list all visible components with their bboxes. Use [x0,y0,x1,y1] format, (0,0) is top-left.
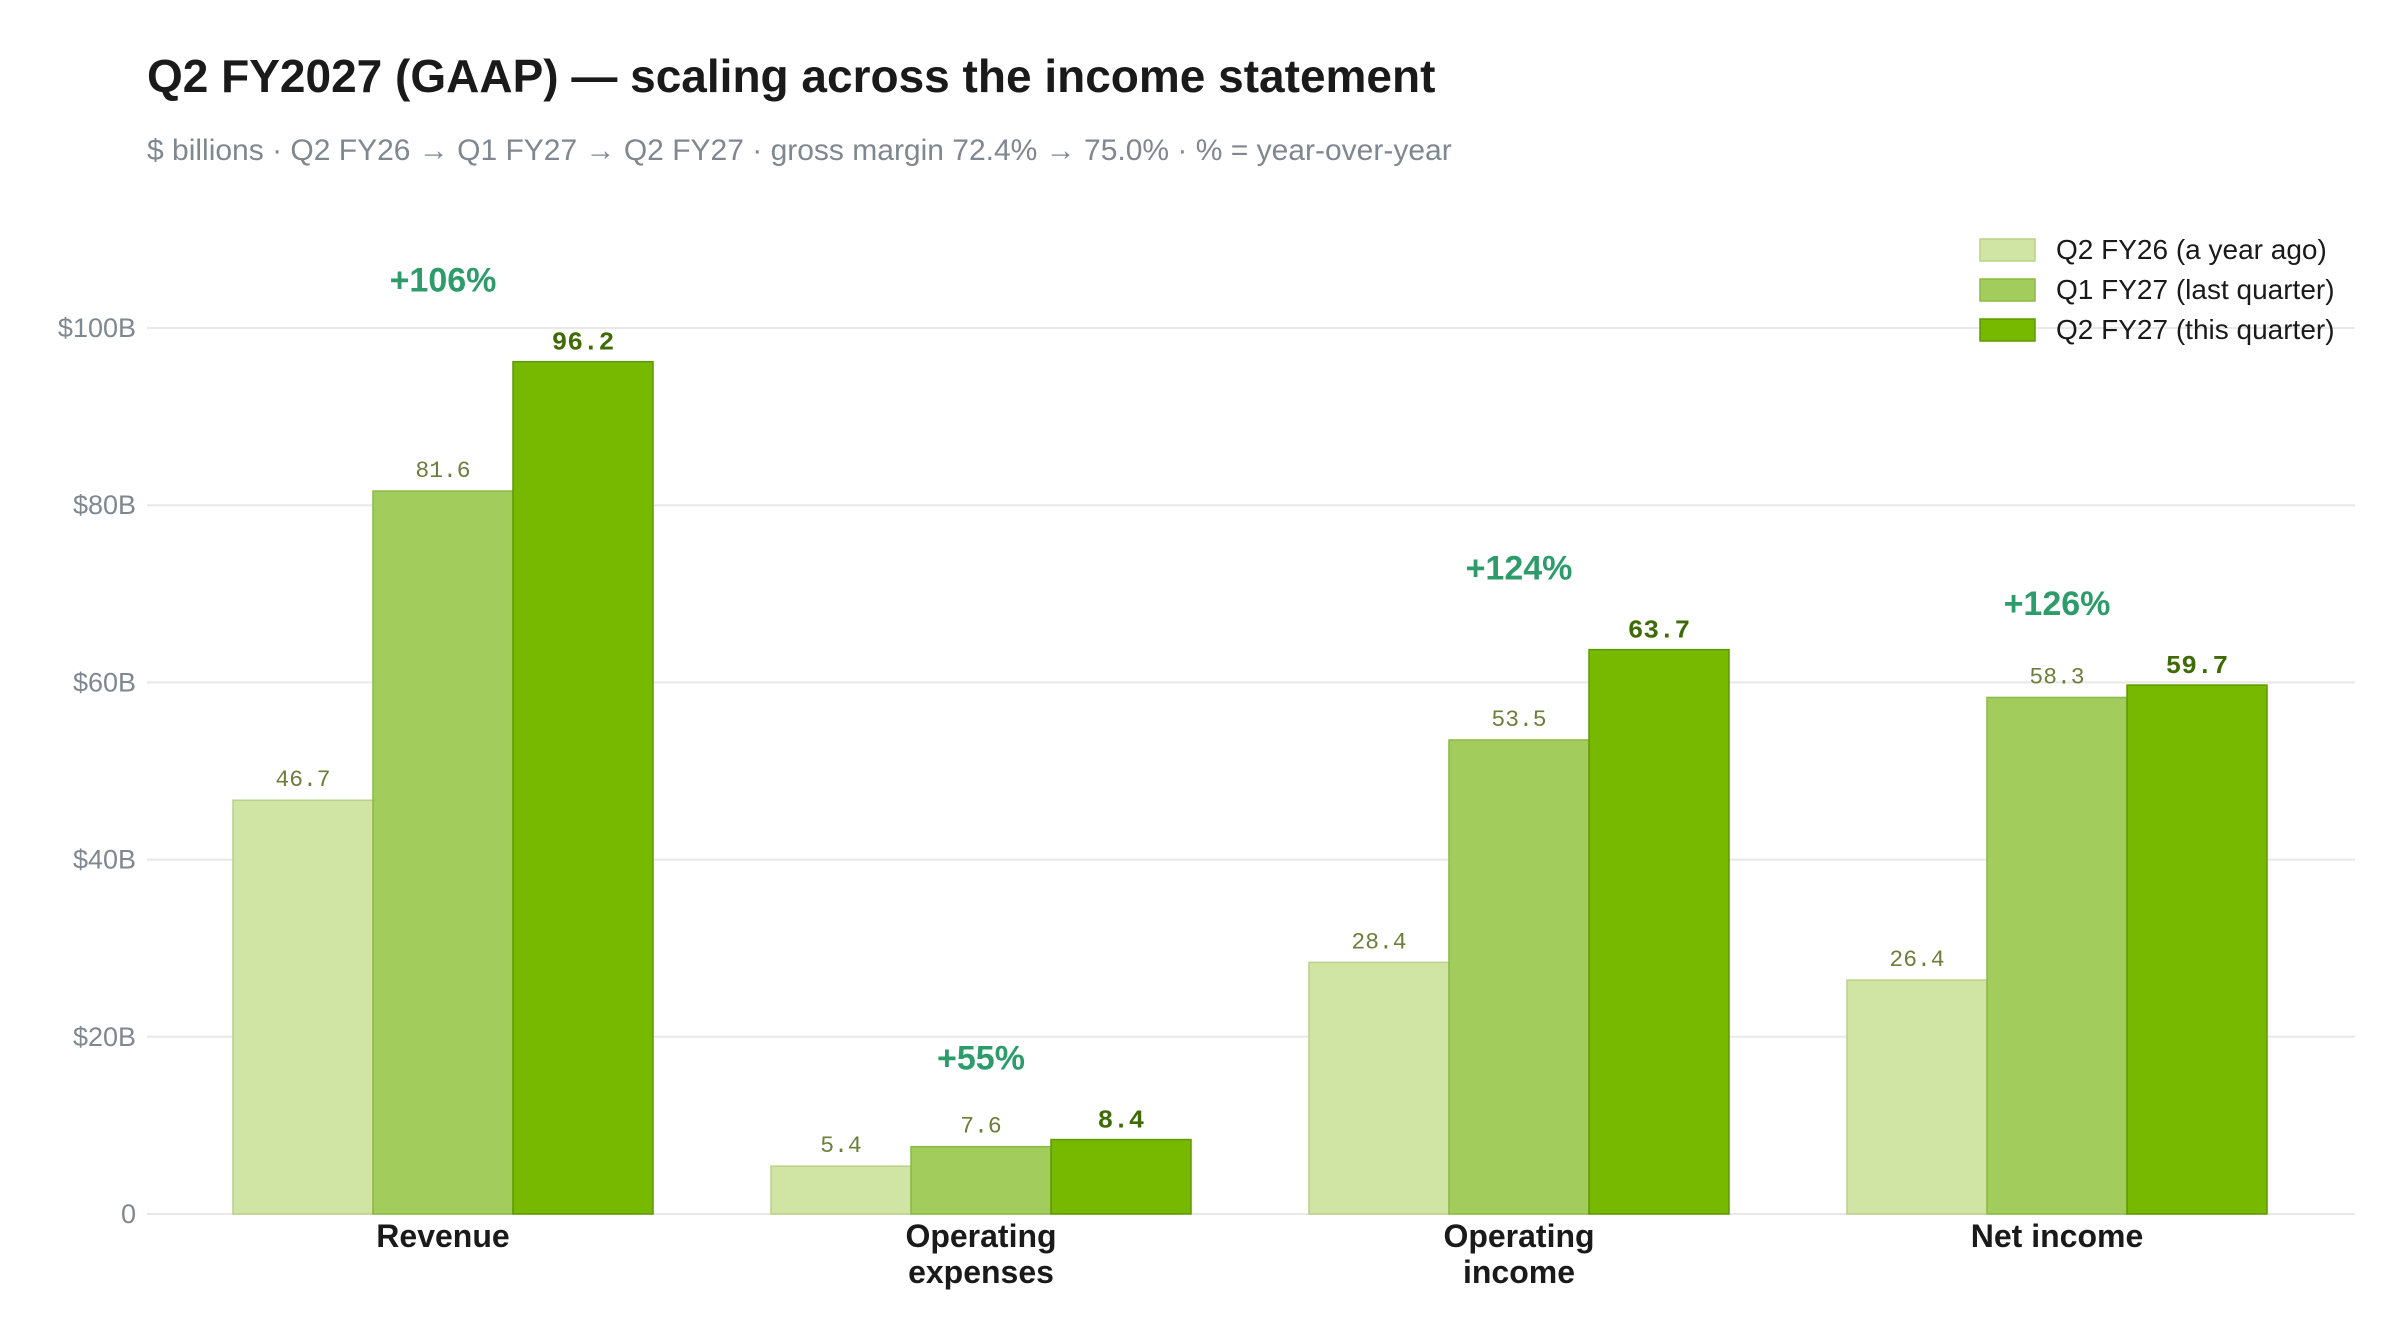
x-category-label-line: Operating [1443,1218,1594,1254]
yoy-label: +55% [937,1040,1025,1078]
legend-swatch [1979,278,2036,302]
data-label: 96.2 [552,328,614,358]
yoy-label: +106% [390,262,497,300]
bar [1050,1138,1192,1215]
legend-label: Q2 FY27 (this quarter) [2056,314,2335,345]
bar [512,360,654,1215]
legend-label: Q2 FY26 (a year ago) [2056,234,2327,265]
y-tick-label: $100B [58,313,136,343]
x-category-label-line: expenses [908,1254,1054,1290]
bar [1308,961,1450,1215]
data-label: 59.7 [2166,651,2228,681]
bar [1588,648,1730,1215]
data-label: 5.4 [820,1133,861,1159]
bar [1846,979,1988,1215]
bar [372,490,514,1215]
bar [232,799,374,1215]
y-tick-label: 0 [121,1199,136,1229]
data-label: 46.7 [275,767,330,793]
bar [1448,739,1590,1215]
y-tick-label: $80B [73,490,136,520]
x-category-label-line: Net income [1971,1218,2143,1254]
legend-swatch [1979,238,2036,262]
legend: Q2 FY26 (a year ago) Q1 FY27 (last quarte… [1979,234,2335,345]
data-label: 7.6 [960,1114,1001,1140]
yoy-label: +124% [1466,550,1573,588]
data-label: 53.5 [1491,707,1546,733]
bars-layer [232,360,2268,1215]
x-category-label: Operating expenses [905,1218,1056,1290]
x-category-label: Revenue [376,1218,509,1254]
data-label: 81.6 [415,458,470,484]
yoy-label: +126% [2004,585,2111,623]
x-category-label-line: Operating [905,1218,1056,1254]
x-category-label-line: Revenue [376,1218,509,1254]
data-label: 63.7 [1628,616,1690,646]
x-category-label-line: income [1463,1254,1575,1290]
x-category-label: Net income [1971,1218,2143,1254]
bar [1986,696,2128,1215]
bar [2126,684,2268,1215]
y-tick-label: $60B [73,667,136,697]
bar [910,1145,1052,1215]
chart-subtitle: $ billions · Q2 FY26 → Q1 FY27 → Q2 FY27… [147,134,1452,167]
y-tick-label: $20B [73,1022,136,1052]
x-category-label: Operating income [1443,1218,1594,1290]
y-tick-label: $40B [73,845,136,875]
data-label: 58.3 [2029,664,2084,690]
chart-title: Q2 FY2027 (GAAP) — scaling across the in… [147,50,1435,102]
labels-layer: 46.7 5.4 28.4 26.4 81.6 7.6 53.5 58.3 96.2 8.4 63.… [275,262,2228,1290]
data-label: 26.4 [1889,947,1944,973]
bar [770,1165,912,1215]
legend-swatch [1979,318,2036,342]
data-label: 28.4 [1351,929,1406,955]
data-label: 8.4 [1098,1106,1145,1136]
legend-label: Q1 FY27 (last quarter) [2056,274,2335,305]
